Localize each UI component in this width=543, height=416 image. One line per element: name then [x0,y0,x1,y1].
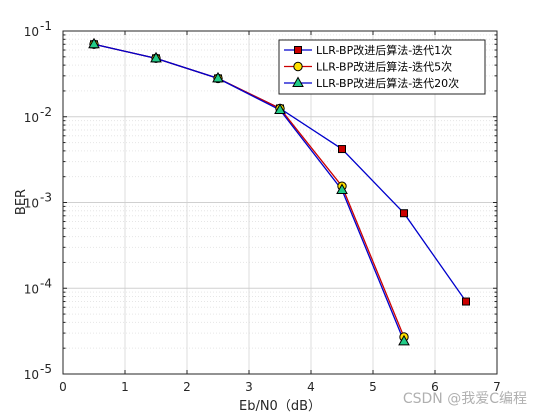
y-tick-label: 10 [24,111,39,125]
x-tick-label: 0 [59,380,67,394]
legend-entry-label: LLR-BP改进后算法-迭代1次 [316,43,452,57]
legend-box [278,39,486,95]
y-tick-label-exponent: -3 [40,191,52,205]
series-3-point [212,71,224,83]
y-tick-label: 10 [24,25,39,39]
y-tick-label-exponent: -5 [40,362,52,376]
x-tick-label: 2 [183,380,191,394]
y-axis-label: BER [14,189,29,215]
series-3-point [336,183,348,194]
x-tick-label: 7 [493,380,501,394]
series-3-line [93,43,405,342]
y-tick-label: 10 [24,282,39,296]
tick-marks [62,30,498,375]
x-tick-label: 1 [121,380,129,394]
series-layer [88,37,470,346]
series-1-point [338,145,346,154]
y-tick-label-exponent: -1 [40,19,52,33]
legend-swatch-marker [293,61,303,72]
y-tick-label: 10 [24,197,39,211]
series-1-point [400,209,408,218]
y-tick-label-exponent: -4 [40,276,52,290]
series-3-point [398,334,410,346]
watermark-text: CSDN @我爱C编程 [403,391,527,407]
legend-entry-label: LLR-BP改进后算法-迭代20次 [316,76,459,90]
x-tick-labels: 0 1 2 3 4 5 6 7 [59,380,501,394]
x-tick-label: 3 [245,380,253,394]
x-axis-label: Eb/N0（dB） [239,399,321,414]
series-3-point [274,103,286,114]
legend: LLR-BP改进后算法-迭代1次 LLR-BP改进后算法-迭代5次 LLR-BP改进… [278,39,486,95]
y-tick-label-exponent: -2 [40,105,52,119]
legend-swatch-marker [292,76,304,87]
series-3-point [150,51,162,63]
y-tick-label: 10 [24,368,39,382]
legend-entry-label: LLR-BP改进后算法-迭代5次 [316,60,452,74]
x-tick-label: 4 [307,380,315,394]
y-tick-labels: 10-510-410-310-210-1 [24,19,52,382]
x-tick-label: 5 [369,380,377,394]
series-1-point [462,297,470,306]
legend-swatch-marker [294,46,302,54]
series-3-point [88,37,100,49]
x-tick-label: 6 [431,380,439,394]
